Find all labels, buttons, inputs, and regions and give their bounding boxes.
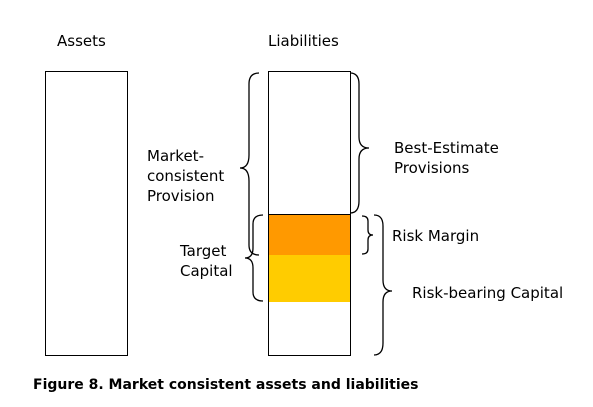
market-consistent-provision-line-2: consistent: [147, 167, 225, 185]
risk-margin-label: Risk Margin: [392, 227, 480, 245]
assets-box: [45, 71, 128, 356]
target-capital-brace: [244, 214, 264, 302]
best-estimate-provisions-line-1: Best-Estimate: [394, 139, 499, 157]
best-estimate-provisions-brace: [349, 72, 370, 214]
liabilities-box: [268, 71, 351, 356]
best-estimate-provisions-label: Best-Estimate Provisions: [394, 138, 499, 178]
figure-caption: Figure 8. Market consistent assets and l…: [33, 377, 419, 393]
market-consistent-provision-brace: [239, 72, 260, 256]
risk-bearing-capital-brace: [373, 214, 393, 356]
liabilities-heading: Liabilities: [268, 32, 339, 50]
risk-margin-brace: [361, 215, 374, 255]
market-consistent-provision-line-3: Provision: [147, 187, 215, 205]
target-capital-label: Target Capital: [180, 241, 233, 281]
risk-margin-block: [268, 214, 350, 255]
risk-bearing-capital-label: Risk-bearing Capital: [412, 284, 564, 302]
target-capital-line-2: Capital: [180, 262, 233, 280]
best-estimate-provisions-line-2: Provisions: [394, 159, 470, 177]
market-consistent-provision-label: Market- consistent Provision: [147, 146, 224, 206]
assets-heading: Assets: [57, 32, 106, 50]
target-capital-line-1: Target: [180, 242, 227, 260]
market-consistent-provision-line-1: Market-: [147, 147, 204, 165]
target-capital-block: [268, 255, 350, 302]
